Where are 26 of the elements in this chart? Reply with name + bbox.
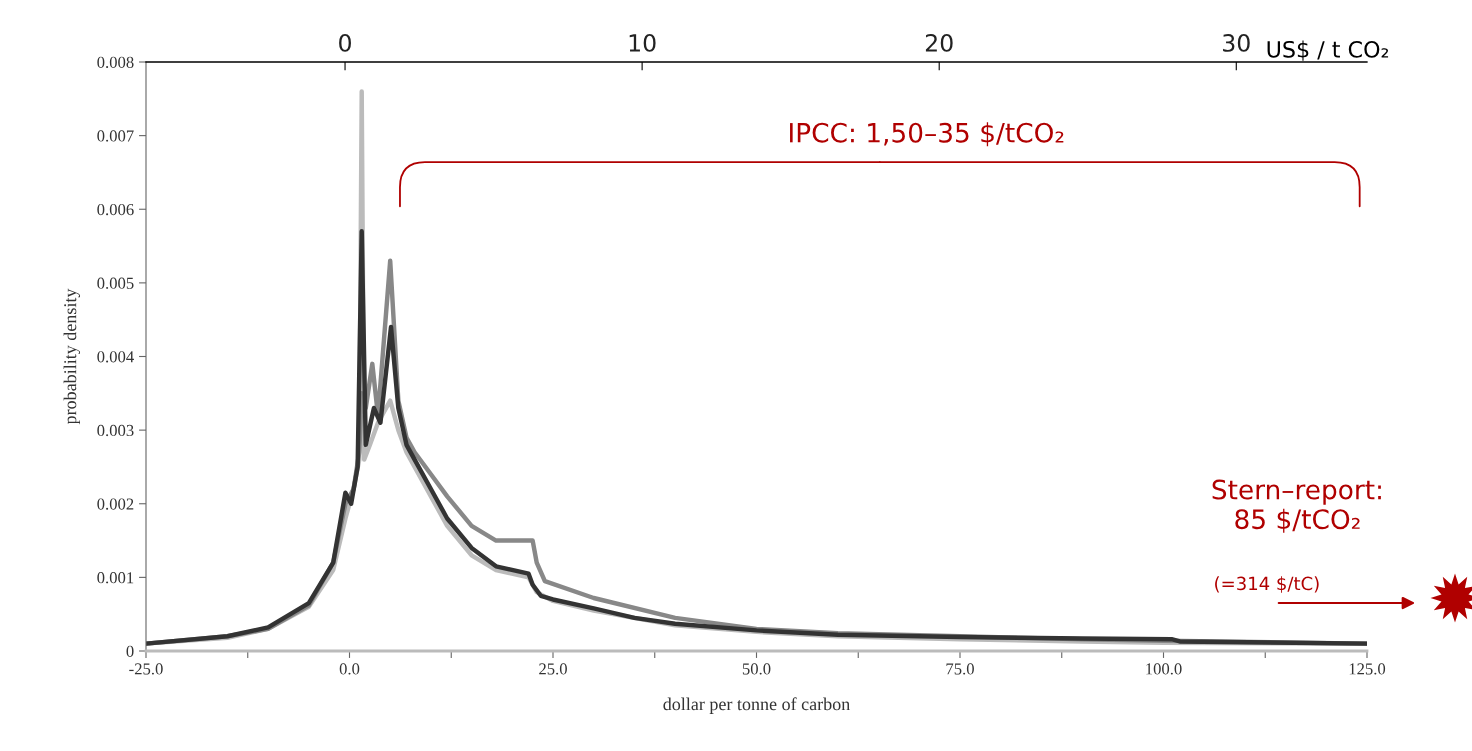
x-tick-label: 125.0 [1349, 663, 1386, 675]
annotation: IPCC: 1,50–35 $/tCO₂ [790, 122, 1064, 147]
annotation: Stern–report: 85 $/tCO₂ [1212, 479, 1381, 533]
x-tick-label: 25.0 [539, 663, 567, 675]
y-tick-label: 0 [126, 645, 134, 657]
x2-tick-label: 10 [629, 34, 656, 52]
x2-axis-title: US$ / t CO₂ [1267, 40, 1389, 61]
x2-tick-label: 20 [925, 34, 953, 52]
y-tick-label: 0.006 [97, 203, 134, 216]
x-tick-label: 0.0 [339, 663, 360, 675]
x-tick-label: 50.0 [742, 663, 771, 675]
x-tick-label: 75.0 [946, 663, 974, 675]
x-tick-label: -25.0 [129, 663, 163, 675]
annotation: (=314 $/tC) [1215, 576, 1319, 593]
y-tick-label: 0.001 [97, 572, 134, 584]
y-tick-label: 0.002 [97, 498, 134, 510]
y-tick-label: 0.004 [97, 351, 134, 363]
x-tick-label: 100.0 [1146, 663, 1182, 675]
y-tick-label: 0.005 [97, 277, 134, 289]
y-tick-label: 0.008 [97, 56, 134, 69]
y-axis-title: probability density [63, 288, 81, 425]
x2-tick-label: 30 [1223, 34, 1250, 52]
y-tick-label: 0.003 [97, 424, 134, 437]
y-tick-label: 0.007 [97, 130, 134, 142]
x2-tick-label: 0 [339, 34, 351, 52]
x-axis-title: dollar per tonne of carbon [663, 697, 850, 714]
